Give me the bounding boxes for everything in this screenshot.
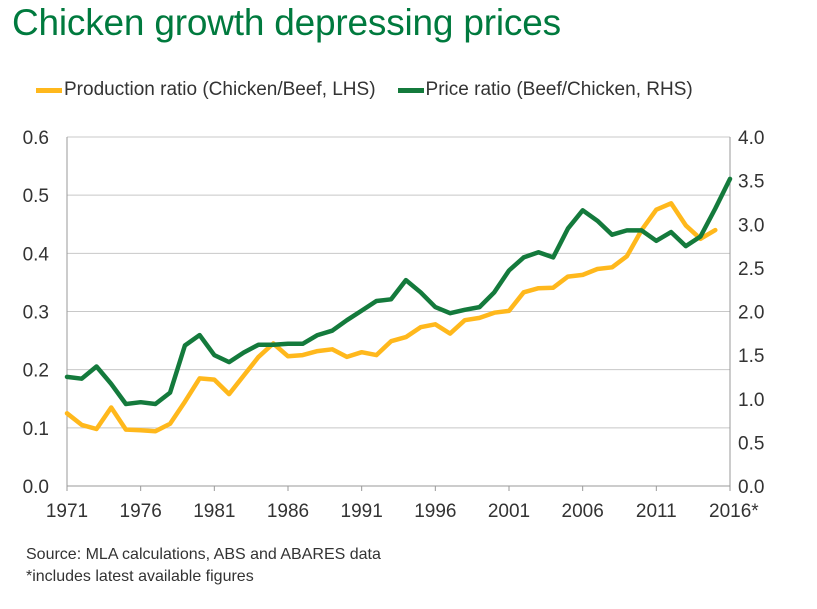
- y-right-tick-label: 3.5: [738, 172, 764, 193]
- x-tick-label: 1996: [414, 501, 456, 522]
- x-tick-label: 2016*: [709, 501, 759, 522]
- legend: Production ratio (Chicken/Beef, LHS) Pri…: [36, 78, 693, 102]
- x-tick-label: 1981: [193, 501, 235, 522]
- series-lines: [64, 176, 733, 434]
- gridlines: [67, 136, 730, 487]
- y-right-tick-label: 1.5: [738, 346, 764, 367]
- y-right-tick-label: 1.0: [738, 390, 764, 411]
- x-tick-label: 2011: [636, 501, 677, 522]
- tick-labels: 0.0 0.1 0.2 0.3 0.4 0.5 0.6 0.0 0.5 1.0 1.5 2.0 2.5 3…: [23, 128, 765, 522]
- x-tick-label: 2001: [488, 501, 530, 522]
- y-left-tick-label: 0.6: [23, 128, 49, 149]
- y-left-tick-label: 0.5: [23, 186, 49, 207]
- x-tick-label: 2006: [562, 501, 604, 522]
- legend-swatch-price: [397, 87, 424, 93]
- y-right-tick-label: 0.5: [738, 433, 764, 454]
- chart-title: Chicken growth depressing prices: [12, 2, 561, 43]
- legend-swatch-production: [36, 87, 62, 93]
- y-left-tick-label: 0.2: [23, 361, 49, 382]
- series-line-production-ratio: [64, 201, 718, 434]
- x-tick-label: 1976: [120, 501, 162, 522]
- y-left-tick-label: 0.0: [23, 477, 49, 498]
- y-left-tick-label: 0.1: [23, 419, 49, 440]
- y-left-tick-label: 0.3: [23, 303, 49, 324]
- x-tick-label: 1986: [267, 501, 309, 522]
- series-line-price-ratio: [64, 176, 733, 407]
- axes: [66, 137, 731, 491]
- y-right-tick-label: 2.0: [738, 303, 764, 324]
- source-text: Source: MLA calculations, ABS and ABARES…: [26, 546, 381, 563]
- x-tick-label: 1991: [341, 501, 383, 522]
- y-right-tick-label: 0.0: [738, 477, 764, 498]
- source-note: Source: MLA calculations, ABS and ABARES…: [26, 544, 381, 588]
- legend-item-price: Price ratio (Beef/Chicken, RHS): [397, 79, 693, 101]
- legend-item-production: Production ratio (Chicken/Beef, LHS): [36, 79, 376, 101]
- y-left-tick-label: 0.4: [23, 244, 50, 265]
- x-tick-label: 1971: [46, 501, 88, 522]
- legend-label-production: Production ratio (Chicken/Beef, LHS): [64, 79, 376, 100]
- legend-label-price: Price ratio (Beef/Chicken, RHS): [425, 79, 693, 100]
- y-right-tick-label: 3.0: [738, 215, 764, 236]
- y-right-tick-label: 4.0: [738, 128, 764, 149]
- y-right-tick-label: 2.5: [738, 259, 764, 280]
- footnote-text: *includes latest available figures: [26, 568, 254, 585]
